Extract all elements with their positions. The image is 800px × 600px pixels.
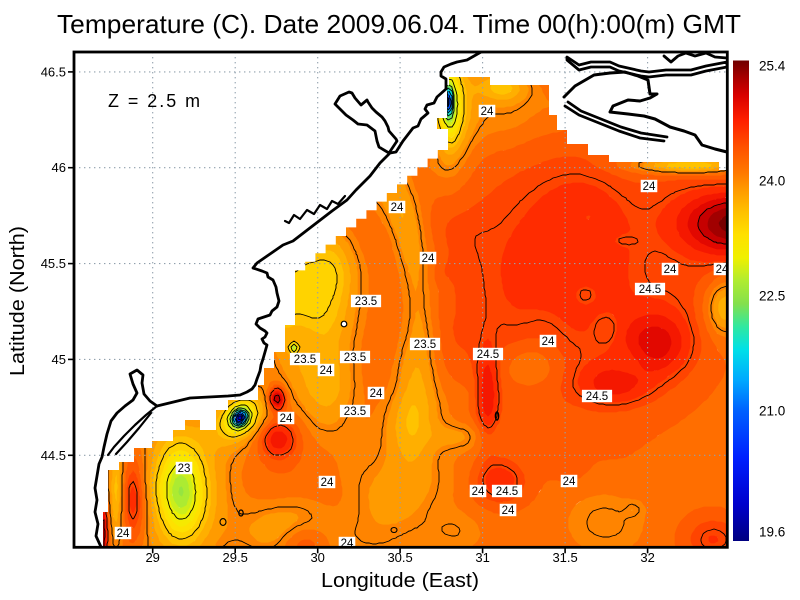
- svg-text:30.5: 30.5: [387, 550, 412, 565]
- svg-text:24: 24: [320, 365, 333, 377]
- svg-text:24: 24: [664, 264, 677, 276]
- svg-text:24: 24: [280, 413, 293, 425]
- svg-text:45.5: 45.5: [41, 256, 66, 271]
- svg-text:24: 24: [542, 336, 555, 348]
- svg-text:24: 24: [563, 476, 576, 488]
- svg-text:24.5: 24.5: [496, 486, 518, 498]
- svg-text:24: 24: [117, 528, 130, 540]
- svg-text:22.5: 22.5: [759, 289, 785, 304]
- svg-text:Temperature (C). Date 2009.06.: Temperature (C). Date 2009.06.04. Time 0…: [57, 9, 741, 39]
- svg-text:23.5: 23.5: [344, 406, 366, 418]
- svg-text:29.5: 29.5: [223, 550, 248, 565]
- svg-text:24.5: 24.5: [477, 349, 499, 361]
- svg-text:29: 29: [145, 550, 159, 565]
- svg-text:24.5: 24.5: [639, 284, 661, 296]
- svg-text:Z = 2.5 m: Z = 2.5 m: [108, 91, 202, 111]
- svg-text:Longitude (East): Longitude (East): [321, 570, 479, 592]
- svg-text:24: 24: [643, 181, 656, 193]
- svg-text:23.5: 23.5: [344, 352, 366, 364]
- svg-text:46.5: 46.5: [41, 64, 66, 79]
- svg-text:24: 24: [502, 505, 515, 517]
- svg-text:19.6: 19.6: [759, 525, 785, 540]
- svg-text:32: 32: [640, 550, 654, 565]
- svg-text:31.5: 31.5: [552, 550, 577, 565]
- svg-text:46: 46: [52, 160, 66, 175]
- svg-text:23.5: 23.5: [355, 296, 377, 308]
- svg-text:24: 24: [716, 264, 729, 276]
- svg-text:24: 24: [481, 106, 494, 118]
- svg-text:31: 31: [475, 550, 489, 565]
- svg-text:24: 24: [472, 486, 485, 498]
- svg-text:24: 24: [422, 253, 435, 265]
- svg-text:23: 23: [178, 463, 191, 475]
- svg-text:24: 24: [391, 202, 404, 214]
- svg-text:24: 24: [321, 477, 334, 489]
- svg-text:44.5: 44.5: [41, 448, 66, 463]
- svg-text:24.5: 24.5: [586, 391, 608, 403]
- svg-text:23.5: 23.5: [414, 339, 436, 351]
- svg-text:45: 45: [52, 352, 66, 367]
- svg-text:24.0: 24.0: [759, 174, 785, 189]
- svg-text:30: 30: [310, 550, 324, 565]
- svg-text:24: 24: [370, 388, 383, 400]
- svg-text:21.0: 21.0: [759, 404, 785, 419]
- svg-text:23.5: 23.5: [294, 354, 316, 366]
- svg-text:25.4: 25.4: [759, 59, 786, 74]
- svg-text:Latitude (North): Latitude (North): [7, 226, 29, 376]
